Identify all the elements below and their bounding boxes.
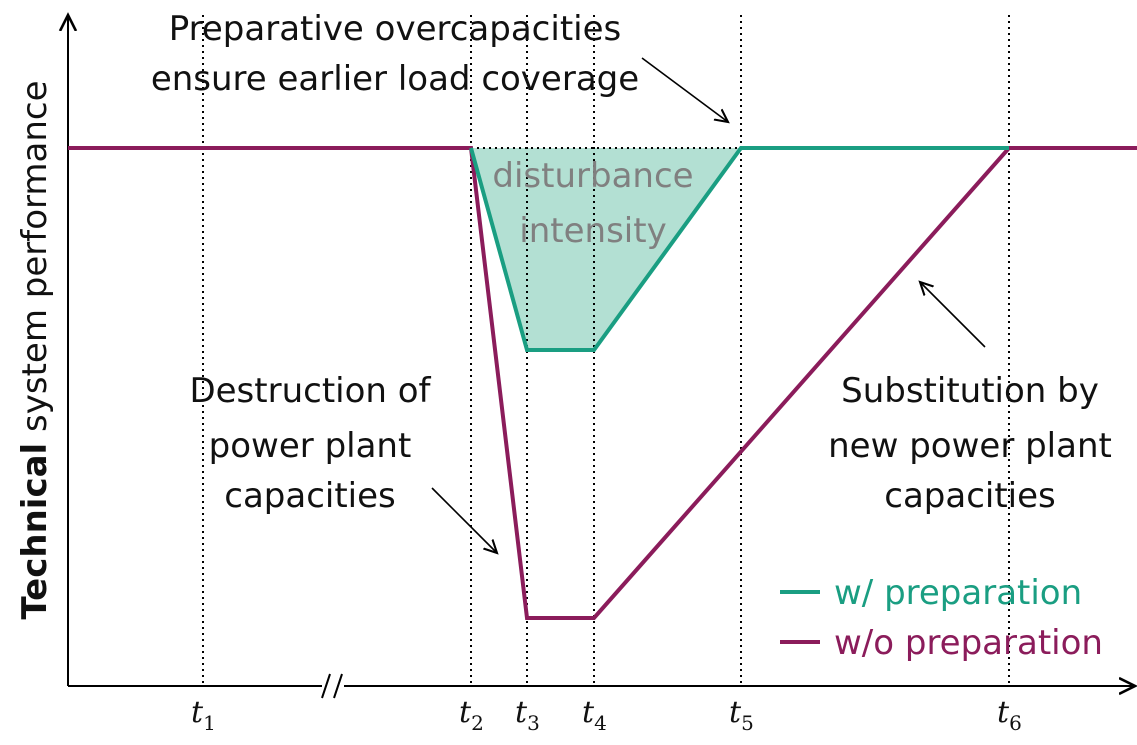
annotations: Preparative overcapacities ensure earlie… xyxy=(151,9,1112,516)
y-axis-label-rest: system performance xyxy=(15,80,55,431)
legend-label: w/ preparation xyxy=(834,573,1082,613)
annotation: capacities xyxy=(884,476,1056,516)
tick-label: t3 xyxy=(515,695,540,735)
annotation-arrows xyxy=(431,57,986,553)
with-preparation-line xyxy=(469,146,1009,352)
annotation: Substitution by xyxy=(841,371,1099,411)
tick-base: t xyxy=(582,695,595,730)
tick-subscript: 6 xyxy=(1009,711,1022,735)
tick-base: t xyxy=(191,695,204,730)
y-axis-label: Technical system performance xyxy=(15,80,55,619)
legend-label: w/o preparation xyxy=(834,623,1103,663)
tick-label: t5 xyxy=(729,695,754,735)
time-markers xyxy=(202,15,1010,685)
tick-label: t6 xyxy=(997,695,1022,735)
annotation: capacities xyxy=(224,476,396,516)
tick-subscript: 5 xyxy=(741,711,754,735)
annotation: intensity xyxy=(519,211,666,251)
tick-subscript: 4 xyxy=(594,711,607,735)
legend: w/ preparation w/o preparation xyxy=(780,573,1103,663)
axis-break xyxy=(321,673,343,699)
tick-subscript: 3 xyxy=(527,711,540,735)
tick-base: t xyxy=(459,695,472,730)
annotation: Destruction of xyxy=(189,371,431,411)
disturbance-area xyxy=(471,148,741,350)
tick-label: t2 xyxy=(459,695,484,735)
tick-label: t4 xyxy=(582,695,607,735)
annotation: power plant xyxy=(209,426,412,466)
tick-subscript: 1 xyxy=(203,711,216,735)
y-axis-label-bold: Technical xyxy=(15,443,55,620)
tick-base: t xyxy=(729,695,742,730)
annotation: ensure earlier load coverage xyxy=(151,59,639,99)
tick-base: t xyxy=(997,695,1010,730)
annotation: Preparative overcapacities xyxy=(169,9,621,49)
without-preparation-line xyxy=(68,146,1137,620)
tick-base: t xyxy=(515,695,528,730)
annotation: disturbance xyxy=(492,156,693,196)
tick-label: t1 xyxy=(191,695,216,735)
tick-subscript: 2 xyxy=(471,711,484,735)
annotation: new power plant xyxy=(828,426,1112,466)
tick-labels: t1 t2 t3 t4 t5 t6 xyxy=(191,695,1022,735)
